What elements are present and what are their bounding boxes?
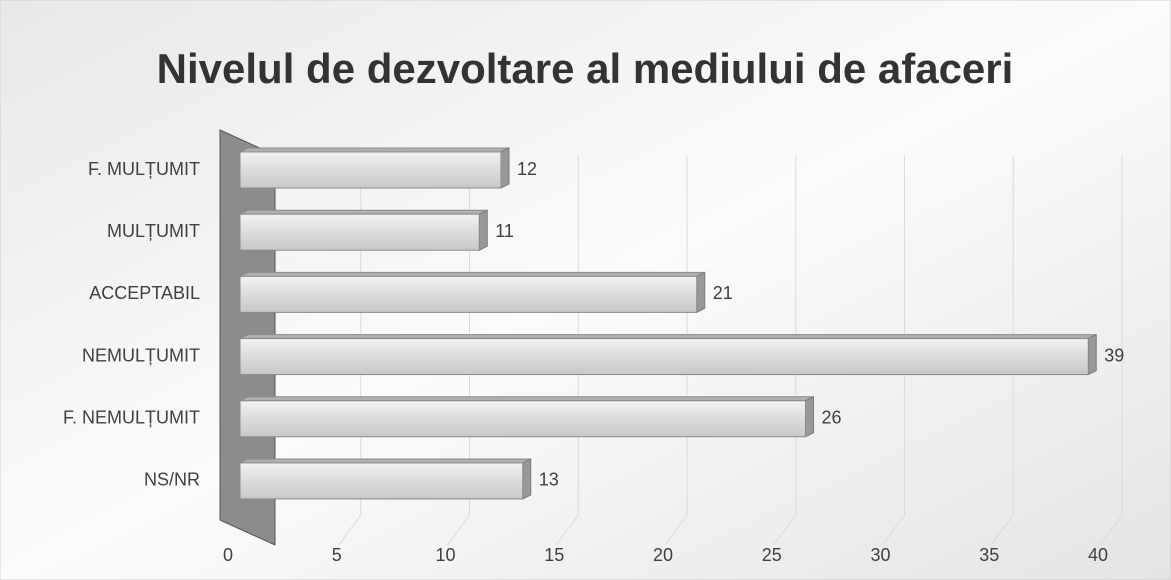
x-tick-label: 5 xyxy=(332,545,342,565)
bar-side xyxy=(1087,333,1097,376)
y-tick-label: F. MULȚUMIT xyxy=(88,159,200,179)
grid-line xyxy=(773,155,797,546)
bar-top xyxy=(239,396,814,402)
bar-top xyxy=(239,147,510,153)
value-label: 11 xyxy=(495,221,514,241)
x-tick-label: 30 xyxy=(870,545,890,565)
bar xyxy=(239,338,1089,376)
y-tick-label: NEMULȚUMIT xyxy=(82,345,200,365)
bar-top xyxy=(239,334,1097,340)
x-tick-label: 25 xyxy=(762,545,782,565)
bar xyxy=(239,213,480,251)
bar-side xyxy=(805,395,814,438)
grid-line xyxy=(990,155,1014,546)
value-label: 12 xyxy=(517,159,537,179)
grid-line xyxy=(1099,155,1123,546)
y-tick-label: MULȚUMIT xyxy=(107,221,200,241)
bar-side xyxy=(478,209,488,251)
bar xyxy=(239,275,698,313)
y-tick-label: F. NEMULȚUMIT xyxy=(63,408,200,428)
x-tick-label: 15 xyxy=(544,545,564,565)
grid-line xyxy=(882,155,905,546)
value-label: 21 xyxy=(713,283,733,303)
bar-top xyxy=(239,209,488,215)
bar-top xyxy=(239,271,705,277)
bar xyxy=(239,400,806,438)
chart-title: Nivelul de dezvoltare al mediului de afa… xyxy=(157,45,1014,92)
x-tick-label: 35 xyxy=(979,545,999,565)
bar xyxy=(239,151,502,189)
x-tick-label: 20 xyxy=(653,545,673,565)
y-tick-label: NS/NR xyxy=(144,470,200,490)
value-label: 13 xyxy=(539,470,559,490)
value-label: 26 xyxy=(822,408,842,428)
value-label: 39 xyxy=(1104,345,1124,365)
x-tick-label: 0 xyxy=(223,545,233,565)
bar-side xyxy=(696,271,706,314)
x-tick-label: 40 xyxy=(1088,545,1108,565)
y-tick-label: ACCEPTABIL xyxy=(89,283,200,303)
bar-top xyxy=(239,458,531,464)
bar-side xyxy=(500,147,510,189)
x-tick-label: 10 xyxy=(435,545,455,565)
bar xyxy=(239,462,524,500)
bar-side xyxy=(522,458,532,500)
